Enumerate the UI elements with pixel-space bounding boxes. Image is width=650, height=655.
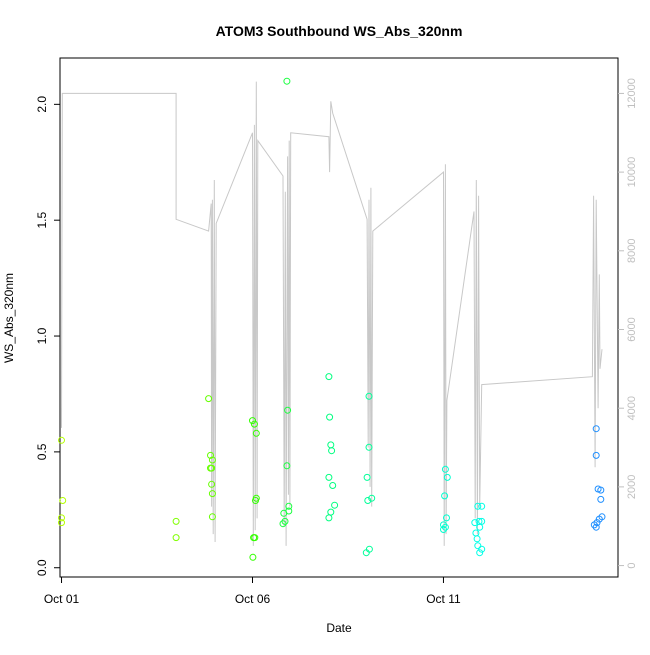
data-point-41 — [363, 473, 371, 481]
data-point-15 — [250, 420, 258, 428]
altitude-line — [61, 81, 603, 546]
data-point-4 — [172, 517, 180, 525]
data-point-39 — [365, 392, 373, 400]
y2-tick-label-2: 4000 — [626, 396, 638, 420]
data-point-55 — [478, 502, 486, 510]
x-tick-label-1: Oct 06 — [235, 592, 271, 606]
data-point-62 — [478, 545, 486, 553]
data-point-24 — [283, 462, 291, 470]
data-point-61 — [474, 542, 482, 550]
y2-tick-label-5: 10000 — [626, 157, 638, 188]
data-point-7 — [207, 451, 214, 459]
x-axis-label: Date — [326, 621, 352, 635]
data-point-73 — [592, 523, 600, 531]
y-axis-label: WS_Abs_320nm — [2, 273, 16, 363]
data-point-42 — [364, 497, 372, 504]
data-point-20 — [251, 534, 259, 542]
data-point-29 — [279, 520, 287, 528]
data-point-54 — [474, 502, 482, 510]
data-point-70 — [595, 515, 603, 523]
data-point-38 — [325, 514, 333, 522]
y-tick-label-1: 0.5 — [35, 443, 49, 460]
y-tick-label-2: 1.0 — [35, 327, 49, 344]
x-tick-label-0: Oct 01 — [44, 592, 80, 606]
data-point-30 — [325, 373, 333, 381]
chart-title: ATOM3 Southbound WS_Abs_320nm — [216, 23, 463, 39]
data-point-43 — [368, 494, 376, 502]
data-point-21 — [249, 553, 257, 561]
data-point-23 — [284, 406, 292, 414]
data-point-68 — [597, 495, 605, 503]
y2-tick-label-3: 6000 — [626, 317, 638, 341]
y-tick-label-0: 0.0 — [35, 559, 49, 576]
data-point-48 — [441, 492, 449, 500]
data-point-40 — [365, 443, 373, 451]
y-tick-label-3: 1.5 — [35, 212, 49, 229]
data-point-14 — [249, 417, 256, 425]
data-point-27 — [280, 509, 288, 517]
data-point-36 — [331, 501, 339, 509]
data-point-3 — [58, 519, 65, 527]
plot-area: 0.0 0.5 1.0 1.5 2.0 0 2000 4000 6000 8000 10000 120… — [35, 57, 638, 606]
data-point-72 — [590, 521, 598, 529]
data-point-34 — [325, 473, 333, 481]
data-point-25 — [285, 502, 293, 510]
plot-frame — [59, 57, 619, 578]
data-point-1 — [59, 497, 67, 504]
data-point-58 — [476, 523, 484, 531]
data-point-31 — [326, 413, 334, 421]
data-point-18 — [252, 497, 259, 504]
data-point-10 — [208, 464, 216, 472]
data-point-52 — [440, 526, 447, 533]
x-tick-label-2: Oct 11 — [426, 592, 461, 606]
data-point-11 — [208, 480, 216, 488]
data-point-51 — [441, 523, 449, 531]
data-point-67 — [597, 486, 605, 494]
data-point-63 — [476, 549, 484, 557]
data-point-0 — [58, 436, 65, 444]
data-point-2 — [58, 514, 65, 522]
data-point-35 — [329, 482, 337, 489]
data-point-45 — [362, 549, 370, 557]
data-point-6 — [205, 395, 213, 403]
data-point-53 — [471, 519, 479, 527]
data-point-64 — [592, 425, 600, 433]
data-point-47 — [443, 473, 451, 481]
y2-tick-label-0: 0 — [626, 563, 638, 569]
data-point-65 — [592, 451, 600, 459]
data-point-46 — [441, 465, 449, 473]
data-point-28 — [281, 517, 289, 525]
data-point-12 — [208, 490, 216, 498]
y2-tick-label-6: 12000 — [626, 78, 638, 109]
data-point-8 — [208, 456, 216, 464]
y2-tick-label-1: 2000 — [626, 475, 638, 499]
data-point-13 — [208, 513, 216, 521]
data-point-16 — [252, 429, 260, 437]
data-point-33 — [328, 447, 336, 455]
y-tick-label-4: 2.0 — [35, 96, 49, 113]
data-point-5 — [172, 534, 180, 542]
data-point-60 — [473, 535, 481, 543]
y2-tick-label-4: 8000 — [626, 239, 638, 263]
data-point-50 — [440, 521, 447, 529]
data-point-22 — [283, 77, 291, 85]
data-point-49 — [443, 514, 450, 522]
